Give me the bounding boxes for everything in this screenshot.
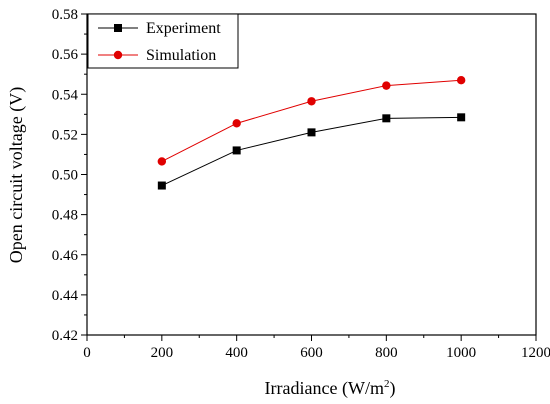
data-point-experiment (382, 114, 391, 123)
x-axis-title: Irradiance (W/m2) (265, 378, 396, 399)
data-point-simulation (157, 157, 167, 166)
y-tick-label: 0.50 (52, 168, 78, 184)
data-point-simulation (232, 119, 241, 128)
x-tick-label: 800 (375, 345, 398, 361)
series-layer (157, 76, 466, 190)
series-line-simulation (161, 79, 462, 162)
data-point-experiment (457, 113, 466, 122)
y-axis-title: Open circuit voltage (V) (6, 87, 27, 263)
series-experiment (157, 113, 466, 190)
series-line-experiment (161, 116, 462, 186)
legend: Experiment Simulation (87, 13, 239, 69)
x-axis-title-sup: 2 (384, 378, 390, 390)
data-point-simulation (307, 97, 316, 106)
data-point-experiment (232, 146, 241, 155)
y-tick-label: 0.44 (52, 288, 79, 304)
x-axis-title-tail: ) (389, 378, 395, 399)
y-tick-label: 0.46 (52, 248, 79, 264)
x-tick-label: 1200 (521, 345, 550, 361)
legend-marker-simulation (113, 50, 123, 60)
legend-label-experiment: Experiment (146, 20, 221, 37)
ticks: 0 200 400 600 800 1000 1200 0.42 0.44 0.46 0.48 0.5… (52, 7, 550, 361)
y-tick-label: 0.58 (52, 7, 78, 23)
legend-label-simulation: Simulation (146, 47, 216, 64)
y-tick-label: 0.56 (52, 47, 79, 63)
legend-box (87, 13, 239, 69)
series-simulation (157, 76, 466, 166)
y-tick-label: 0.52 (52, 127, 78, 143)
x-tick-label: 200 (151, 345, 174, 361)
data-point-simulation (456, 76, 466, 85)
legend-marker-experiment (114, 24, 122, 32)
data-point-simulation (382, 81, 391, 90)
x-tick-label: 0 (83, 345, 91, 361)
data-point-experiment (307, 128, 316, 137)
x-tick-label: 1000 (446, 345, 476, 361)
data-point-experiment (157, 181, 166, 190)
y-tick-label: 0.54 (52, 87, 79, 103)
y-tick-label: 0.42 (52, 328, 78, 344)
x-tick-label: 400 (225, 345, 248, 361)
y-tick-label: 0.48 (52, 208, 78, 224)
x-tick-label: 600 (300, 345, 323, 361)
